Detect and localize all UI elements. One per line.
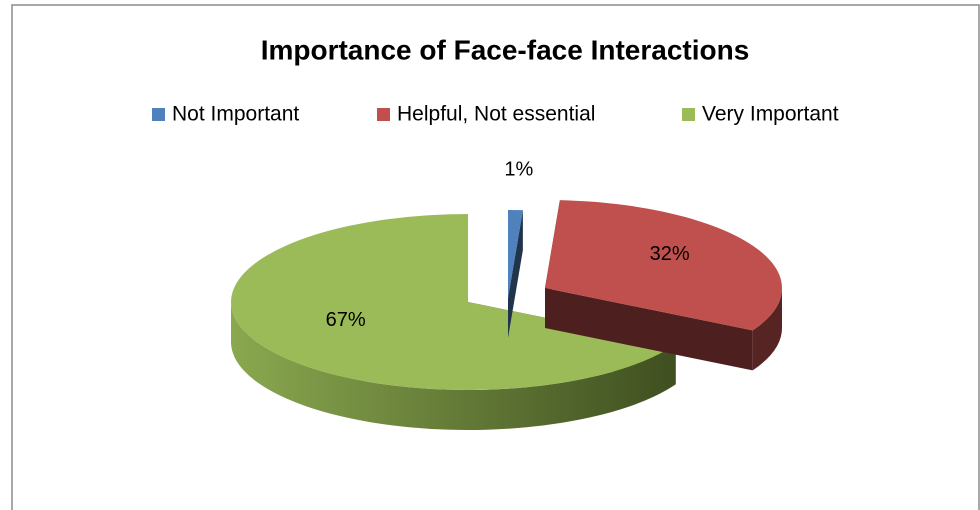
chart-frame [11, 4, 980, 510]
legend-label: Not Important [172, 103, 299, 126]
data-label: 1% [504, 159, 533, 181]
legend-label: Very Important [702, 103, 839, 126]
legend-swatch [682, 108, 695, 121]
slice-side [752, 288, 782, 371]
slice-side [231, 302, 676, 430]
legend-swatch [152, 108, 165, 121]
slice [230, 214, 676, 391]
slice [508, 210, 523, 298]
slice-cut-face [545, 288, 753, 371]
chart-title: Importance of Face-face Interactions [261, 34, 750, 65]
data-label: 67% [326, 309, 366, 331]
legend-label: Helpful, Not essential [397, 103, 595, 126]
slice [545, 200, 782, 331]
data-label: 32% [650, 243, 690, 265]
legend-swatch [377, 108, 390, 121]
slice-cut-face [508, 210, 523, 338]
